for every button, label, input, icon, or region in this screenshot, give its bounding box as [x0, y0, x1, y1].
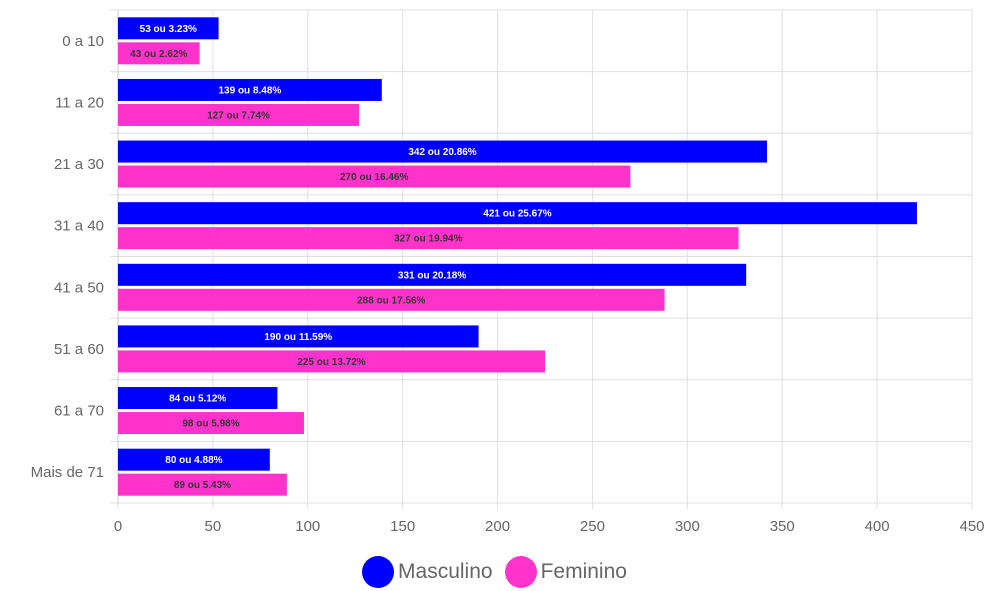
x-tick-label: 50 [205, 518, 222, 535]
x-tick-label: 450 [959, 518, 984, 535]
bar-data-label: 84 ou 5.12% [169, 394, 226, 405]
bar-data-label: 342 ou 20.86% [408, 147, 476, 158]
legend: Masculino Feminino [0, 556, 989, 588]
bar-feminino [118, 350, 545, 373]
y-tick-label: 61 a 70 [54, 403, 104, 420]
bar-masculino [118, 387, 278, 410]
bar-data-label: 139 ou 8.48% [218, 85, 281, 96]
y-tick-label: Mais de 71 [31, 464, 104, 481]
bar-masculino [118, 17, 219, 40]
x-tick-label: 350 [770, 518, 795, 535]
bar-data-label: 89 ou 5.43% [174, 480, 231, 491]
legend-item-masculino[interactable]: Masculino [362, 556, 493, 588]
bar-data-label: 270 ou 16.46% [340, 172, 408, 183]
y-tick-label: 31 a 40 [54, 218, 104, 235]
bar-data-label: 43 ou 2.62% [130, 49, 187, 60]
bar-masculino [118, 448, 270, 471]
bar-feminino [118, 42, 200, 65]
bar-data-label: 331 ou 20.18% [398, 270, 466, 281]
bar-data-label: 80 ou 4.88% [165, 455, 222, 466]
y-tick-label: 0 a 10 [62, 33, 104, 50]
y-tick-label: 11 a 20 [55, 94, 104, 111]
x-tick-label: 400 [865, 518, 890, 535]
bar-feminino [118, 165, 631, 188]
bar-masculino [118, 140, 768, 163]
bar-data-label: 327 ou 19.94% [394, 234, 462, 245]
bar-feminino [118, 473, 287, 496]
legend-swatch-feminino [504, 556, 537, 588]
x-tick-label: 200 [485, 518, 510, 535]
x-tick-label: 250 [580, 518, 605, 535]
bar-data-label: 421 ou 25.67% [483, 209, 551, 220]
y-tick-label: 51 a 60 [54, 341, 104, 358]
bar-masculino [118, 78, 382, 101]
x-tick-label: 300 [675, 518, 700, 535]
legend-swatch-masculino [362, 556, 395, 588]
bar-feminino [118, 103, 360, 126]
bar-data-label: 98 ou 5.98% [182, 419, 239, 430]
bar-data-label: 53 ou 3.23% [140, 24, 197, 35]
x-tick-label: 0 [114, 518, 122, 535]
x-tick-label: 150 [390, 518, 415, 535]
y-tick-label: 41 a 50 [54, 279, 104, 296]
bar-data-label: 190 ou 11.59% [264, 332, 332, 343]
x-tick-label: 100 [295, 518, 320, 535]
bar-data-label: 225 ou 13.72% [297, 357, 365, 368]
bar-masculino [118, 263, 747, 286]
bar-data-label: 288 ou 17.56% [357, 295, 425, 306]
bar-data-label: 127 ou 7.74% [207, 110, 270, 121]
bar-feminino [118, 288, 665, 311]
legend-label-masculino: Masculino [398, 560, 493, 583]
legend-item-feminino[interactable]: Feminino [504, 556, 627, 588]
bar-masculino [118, 325, 479, 348]
legend-label-feminino: Feminino [540, 560, 627, 583]
bar-feminino [118, 227, 739, 250]
bar-feminino [118, 412, 304, 435]
bar-masculino [118, 202, 917, 225]
y-tick-label: 21 a 30 [54, 156, 104, 173]
